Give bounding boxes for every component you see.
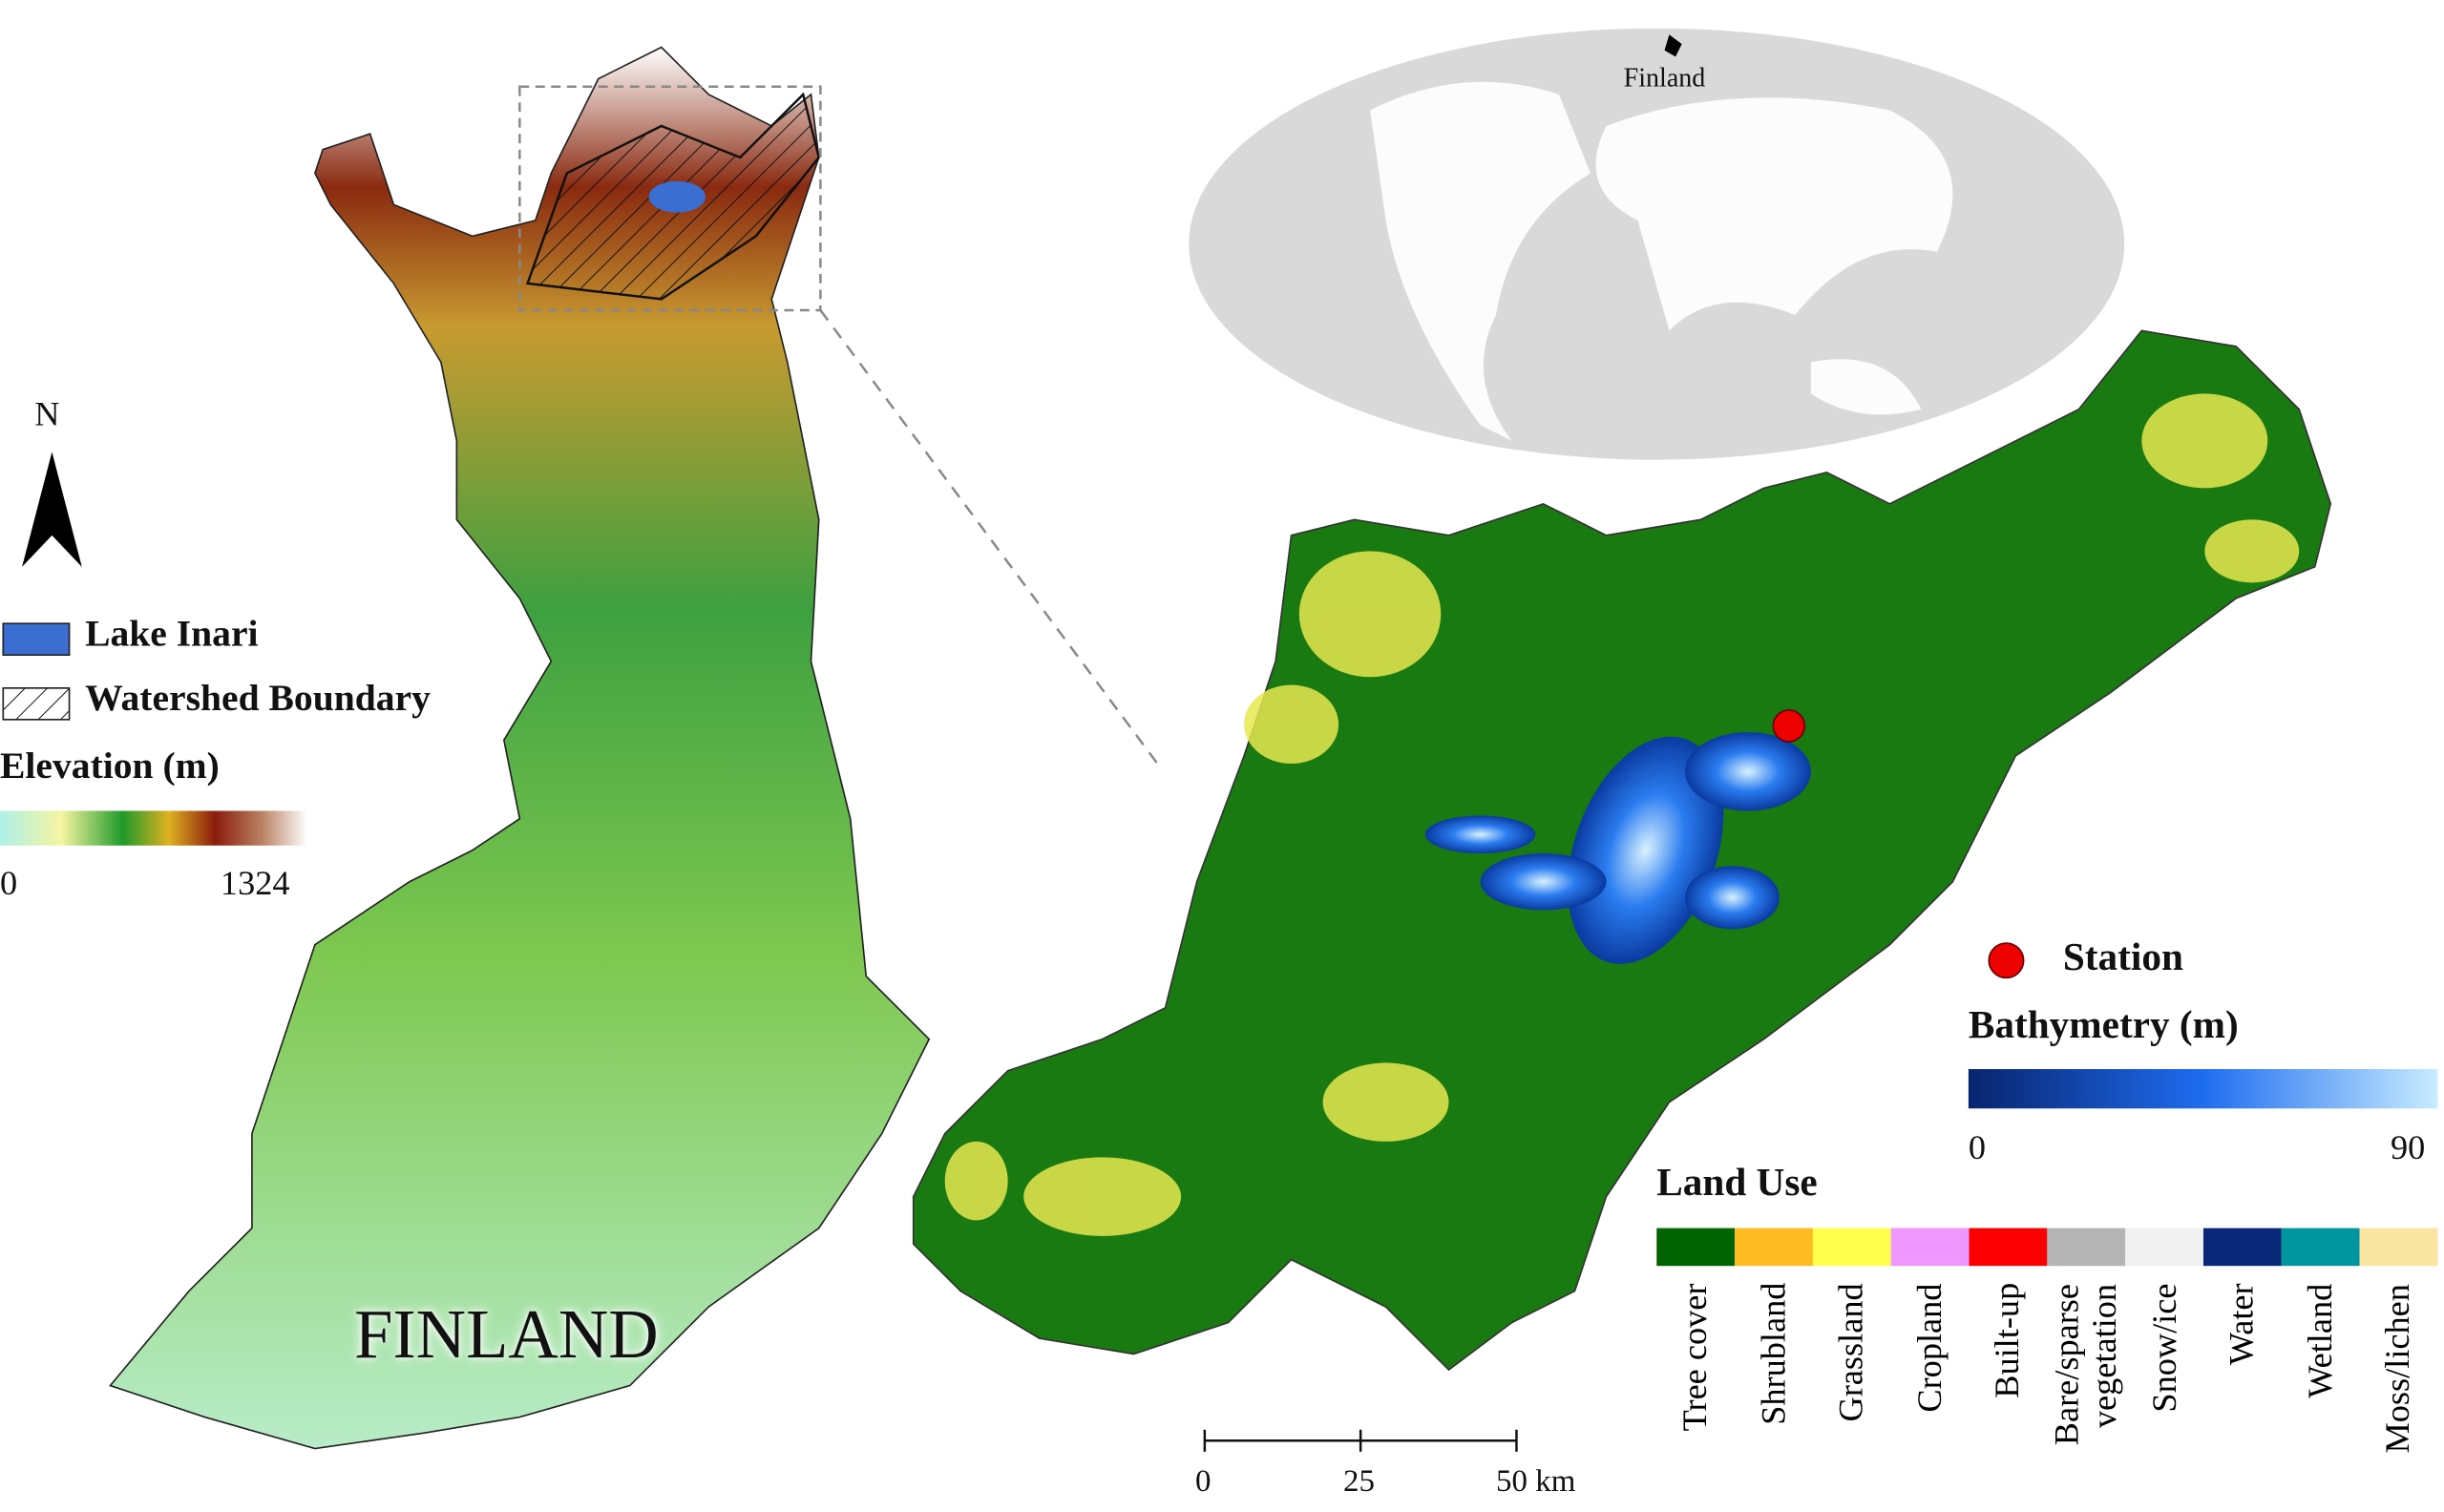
bathymetry-min: 0 bbox=[1968, 1127, 1987, 1167]
land-use-label: Bare/sparse vegetation bbox=[2046, 1283, 2124, 1445]
elevation-title: Elevation (m) bbox=[0, 746, 220, 788]
land-use-label: Shrubland bbox=[1753, 1283, 1793, 1426]
lake-inari-bathymetry bbox=[1424, 732, 1811, 964]
land-use-label: Water bbox=[2221, 1283, 2262, 1366]
land-use-swatch bbox=[1890, 1228, 1970, 1267]
land-use-swatch bbox=[1656, 1228, 1736, 1267]
north-arrow bbox=[22, 452, 82, 567]
scale-tick: 25 bbox=[1343, 1464, 1376, 1500]
zoom-box bbox=[518, 85, 822, 312]
watershed-legend-swatch bbox=[2, 687, 71, 721]
land-use-swatch bbox=[2281, 1228, 2360, 1267]
scale-bar bbox=[1203, 1429, 1518, 1452]
station-marker bbox=[1772, 709, 1806, 743]
land-use-swatches bbox=[1656, 1228, 2438, 1267]
land-use-title: Land Use bbox=[1656, 1162, 1818, 1205]
legend-item: Watershed Boundary bbox=[85, 678, 431, 720]
country-label: FINLAND bbox=[354, 1295, 659, 1374]
land-use-label: Wetland bbox=[2299, 1283, 2339, 1398]
scale-tick: 0 bbox=[1194, 1464, 1211, 1500]
elevation-max: 1324 bbox=[220, 862, 290, 903]
bathymetry-title: Bathymetry (m) bbox=[1968, 1004, 2239, 1047]
grassland-patches bbox=[944, 393, 2300, 1236]
land-use-swatch bbox=[2359, 1228, 2438, 1267]
land-use-label: Moss/lichen bbox=[2377, 1283, 2417, 1453]
station-label: Station bbox=[2062, 936, 2183, 979]
lake-legend-swatch bbox=[2, 622, 71, 657]
land-use-swatch bbox=[2047, 1228, 2126, 1267]
land-use-swatch bbox=[2202, 1228, 2282, 1267]
land-use-label: Tree cover bbox=[1675, 1283, 1715, 1432]
land-use-swatch bbox=[1812, 1228, 1891, 1267]
elevation-min: 0 bbox=[0, 862, 18, 903]
elevation-colorbar bbox=[0, 810, 307, 846]
station-legend-marker bbox=[1988, 942, 2025, 979]
finland-marker bbox=[1664, 34, 1682, 57]
land-use-label: Snow/ice bbox=[2143, 1283, 2183, 1413]
legend-item: Lake Inari bbox=[85, 614, 259, 656]
land-use-swatch bbox=[2125, 1228, 2203, 1267]
land-use-swatch bbox=[1969, 1228, 2048, 1267]
land-use-label: Grassland bbox=[1830, 1283, 1871, 1422]
lake-inari-small bbox=[648, 180, 706, 213]
land-use-swatch bbox=[1735, 1228, 1813, 1267]
zoom-line bbox=[819, 309, 1159, 765]
continents bbox=[1370, 81, 1953, 441]
bathymetry-max: 90 bbox=[2390, 1127, 2426, 1167]
finland-elevation-map bbox=[109, 46, 931, 1450]
bathymetry-colorbar bbox=[1968, 1069, 2438, 1109]
north-label: N bbox=[34, 393, 60, 433]
scale-end: 50 km bbox=[1496, 1464, 1576, 1500]
land-use-label: Built-up bbox=[1987, 1283, 2027, 1399]
land-use-label: Cropland bbox=[1908, 1283, 1949, 1413]
inset-label: Finland bbox=[1623, 62, 1706, 94]
